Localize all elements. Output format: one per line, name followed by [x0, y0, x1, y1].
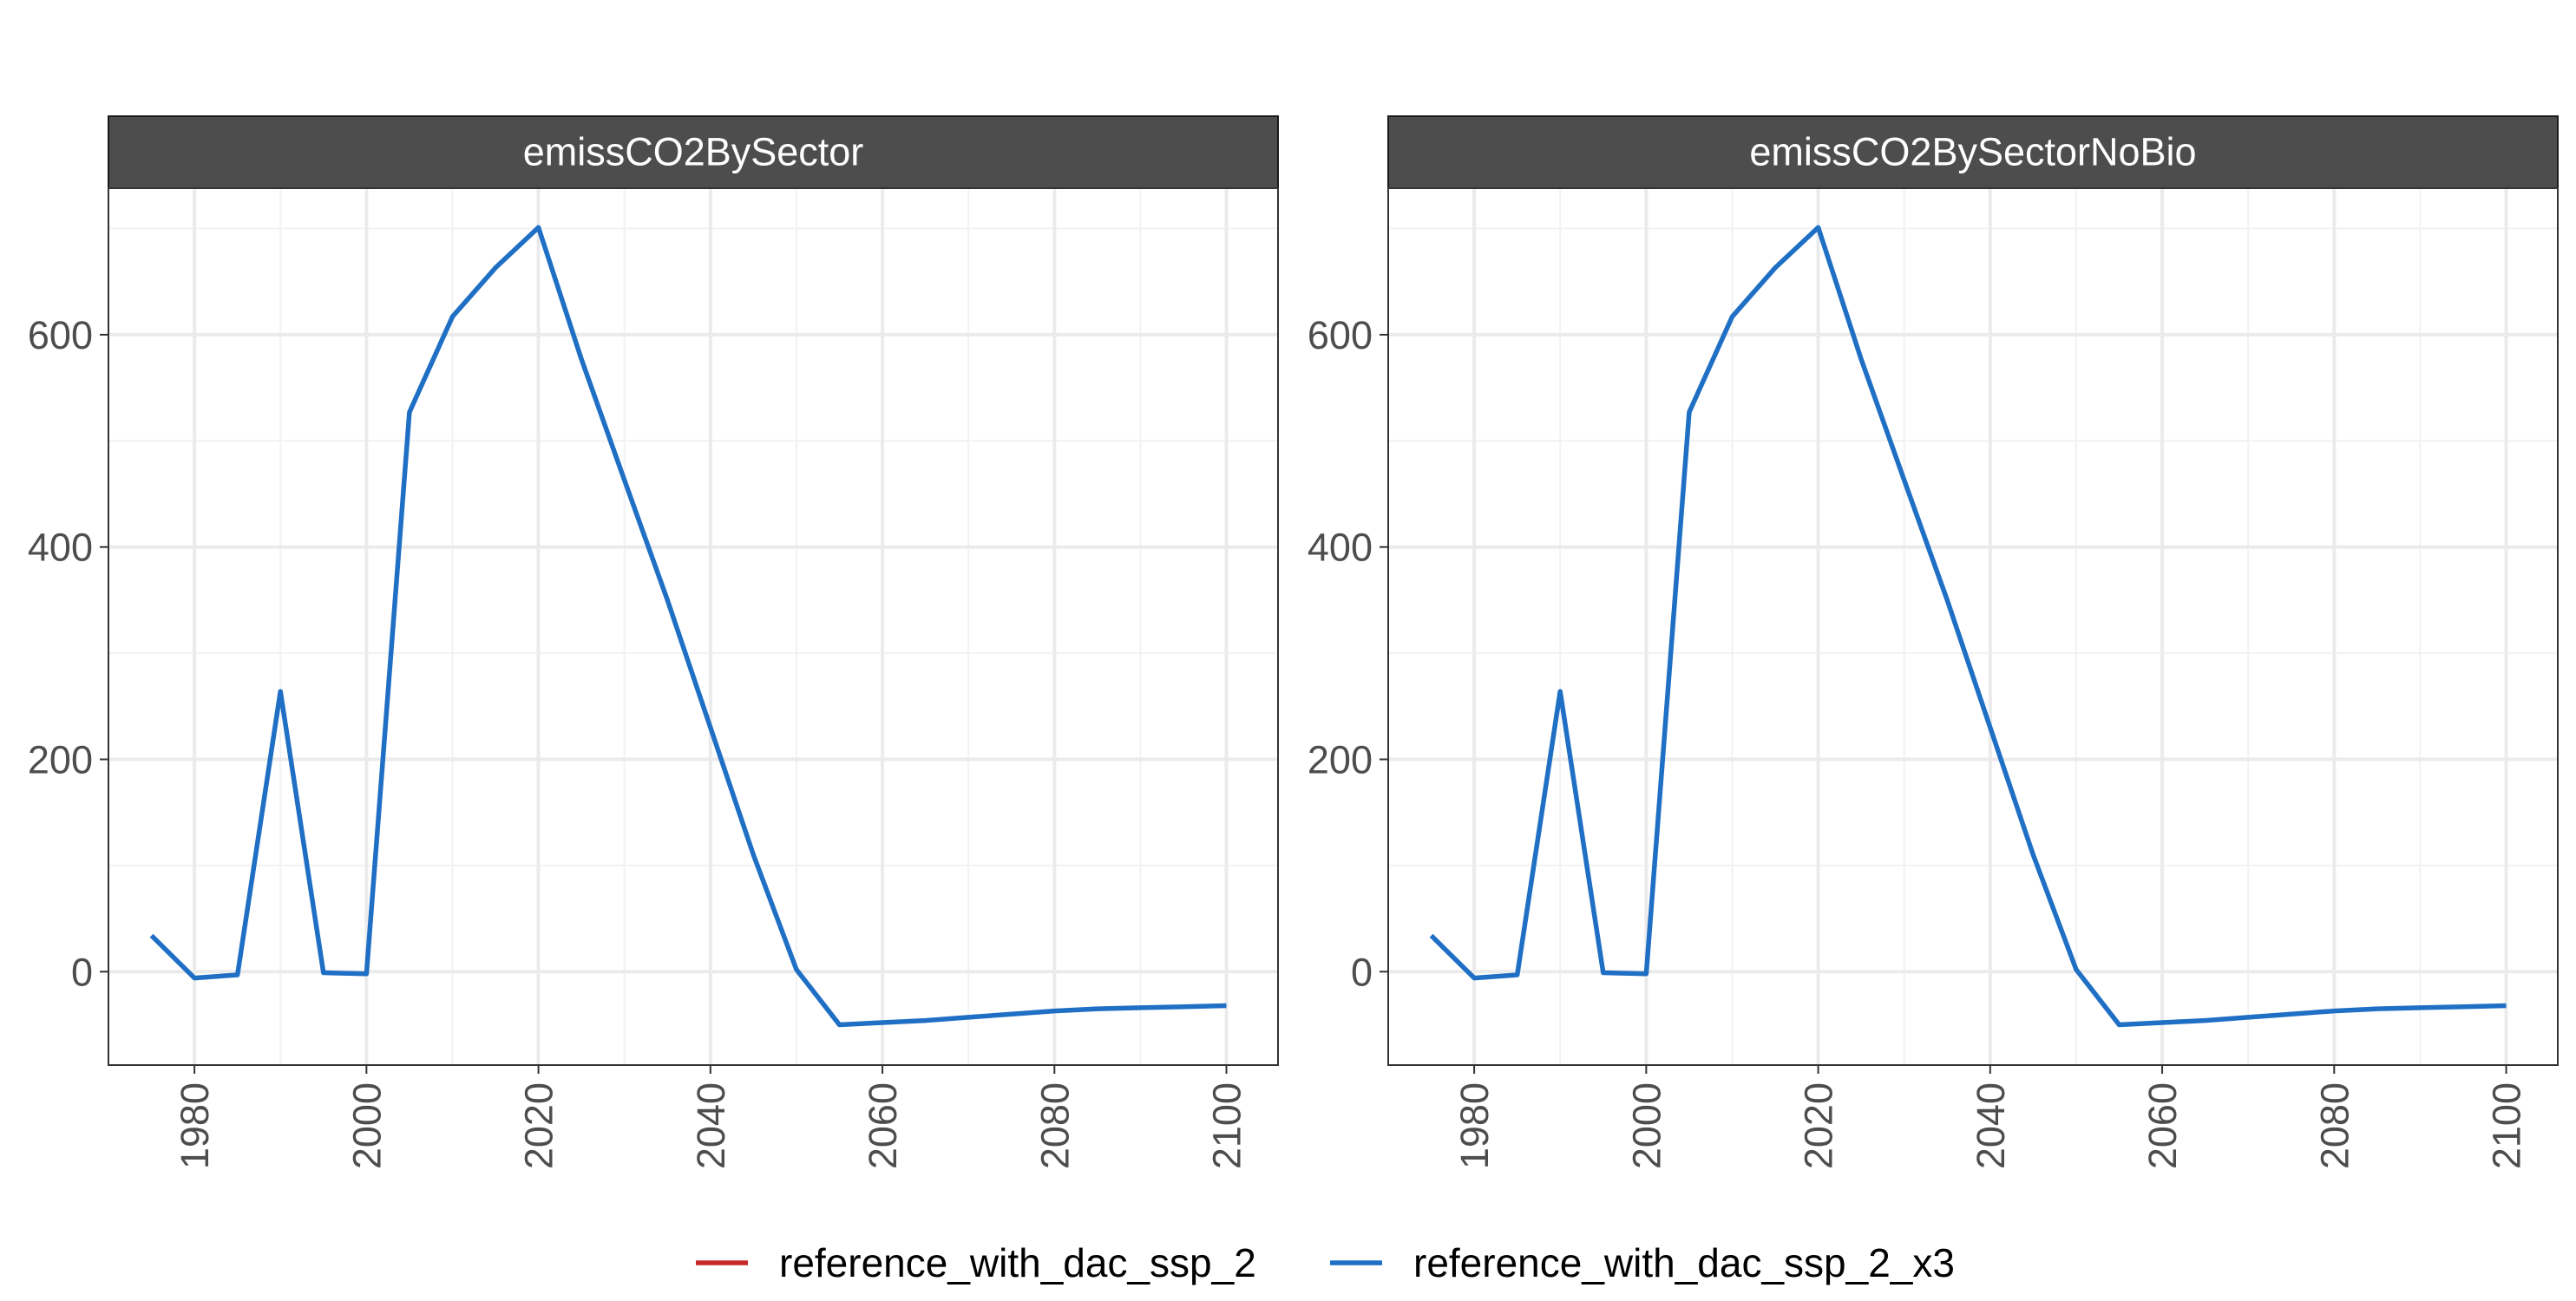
y-tick-label: 200 — [28, 737, 93, 781]
y-tick-label: 400 — [1308, 526, 1373, 570]
y-tick-label: 600 — [28, 313, 93, 357]
legend-label-1: reference_with_dac_ssp_2 — [779, 1240, 1256, 1285]
panel-title: emissCO2BySector — [523, 130, 864, 174]
panel-title: emissCO2BySectorNoBio — [1749, 130, 2196, 174]
y-tick-label: 600 — [1308, 313, 1373, 357]
x-tick-label: 2100 — [1205, 1082, 1249, 1169]
x-tick-label: 2100 — [2485, 1082, 2529, 1169]
y-tick-label: 0 — [1351, 950, 1373, 994]
x-tick-label: 2020 — [517, 1082, 561, 1169]
x-tick-label: 1980 — [173, 1082, 217, 1169]
panel-strip — [108, 115, 1279, 189]
legend-label-2: reference_with_dac_ssp_2_x3 — [1413, 1240, 1955, 1285]
x-tick-label: 2020 — [1797, 1082, 1841, 1169]
x-tick-label: 2080 — [1032, 1082, 1077, 1169]
x-tick-label: 2000 — [1624, 1082, 1668, 1169]
chart-legend: reference_with_dac_ssp_2 reference_with_d… — [696, 1240, 1955, 1285]
panel-border — [108, 187, 1279, 1066]
y-tick-label: 200 — [1308, 737, 1373, 781]
x-tick-label: 2040 — [1969, 1082, 2013, 1169]
x-tick-label: 2060 — [2140, 1082, 2185, 1169]
chart-panel-1: emissCO2BySector 0 200 400 600 1980 2000 2020 20… — [28, 115, 1279, 1169]
x-tick-label: 2080 — [2312, 1082, 2356, 1169]
series-line-2 — [1429, 225, 2507, 1028]
x-tick-label: 2000 — [344, 1082, 389, 1169]
panel-border — [1387, 187, 2559, 1066]
y-tick-label: 0 — [71, 950, 93, 994]
x-tick-label: 1980 — [1452, 1082, 1497, 1169]
grid — [108, 188, 1278, 1065]
y-tick-label: 400 — [28, 526, 93, 570]
series-line-2 — [149, 225, 1227, 1028]
chart-panel-2: emissCO2BySectorNoBio 0 200 400 600 1980 2000 2… — [1308, 115, 2559, 1169]
x-tick-label: 2040 — [689, 1082, 733, 1169]
grid — [1388, 188, 2558, 1065]
panel-strip — [1387, 115, 2559, 189]
x-tick-label: 2060 — [861, 1082, 905, 1169]
